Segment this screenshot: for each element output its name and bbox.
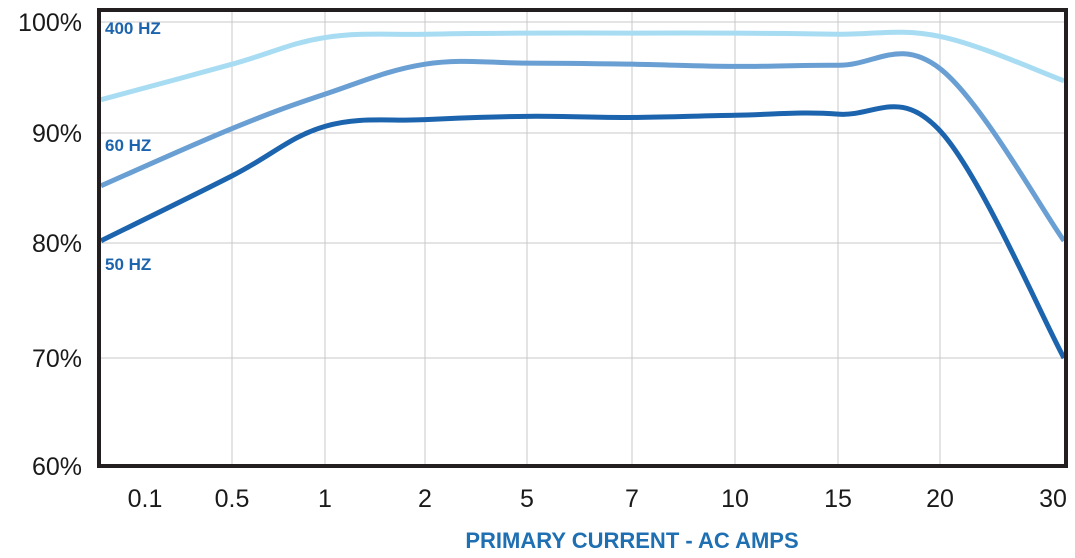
x-tick-label: 5 bbox=[520, 485, 534, 513]
y-axis-ticks: 100% 90% 80% 70% 60% bbox=[18, 9, 82, 481]
y-tick-label: 80% bbox=[32, 230, 82, 258]
series-labels: 400 HZ 60 HZ 50 HZ bbox=[105, 19, 161, 274]
y-tick-label: 90% bbox=[32, 120, 82, 148]
x-tick-label: 0.1 bbox=[128, 485, 163, 513]
x-axis-ticks: 0.1 0.5 1 2 5 7 10 15 20 30 bbox=[128, 485, 1067, 513]
x-tick-label: 10 bbox=[721, 485, 749, 513]
x-tick-label: 1 bbox=[318, 485, 332, 513]
series-label: 50 HZ bbox=[105, 255, 151, 274]
series-lines bbox=[99, 29, 1067, 360]
x-tick-label: 2 bbox=[418, 485, 432, 513]
series-label: 60 HZ bbox=[105, 136, 151, 155]
x-tick-label: 7 bbox=[625, 485, 639, 513]
y-tick-label: 70% bbox=[32, 345, 82, 373]
x-tick-label: 20 bbox=[926, 485, 954, 513]
series-label: 400 HZ bbox=[105, 19, 161, 38]
y-tick-label: 100% bbox=[18, 9, 82, 37]
series-line-50-hz bbox=[99, 104, 1067, 360]
grid-lines bbox=[99, 10, 1066, 466]
series-line-400-hz bbox=[100, 29, 1065, 103]
y-tick-label: 60% bbox=[32, 453, 82, 481]
series-line-60-hz bbox=[99, 51, 1067, 243]
x-tick-label: 0.5 bbox=[215, 485, 250, 513]
x-axis-title: PRIMARY CURRENT - AC AMPS bbox=[465, 528, 798, 553]
x-tick-label: 30 bbox=[1039, 485, 1067, 513]
x-tick-label: 15 bbox=[824, 485, 852, 513]
plot-frame bbox=[97, 8, 1068, 468]
